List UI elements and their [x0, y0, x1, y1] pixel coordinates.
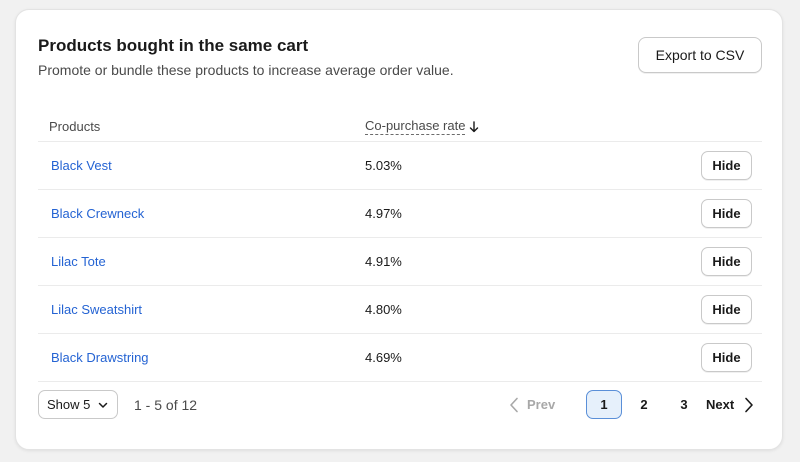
product-link[interactable]: Black Vest [51, 158, 112, 173]
table-footer: Show 5 1 - 5 of 12 Prev 1 2 3 Next [38, 390, 762, 422]
product-link[interactable]: Black Drawstring [51, 350, 149, 365]
co-purchase-rate: 5.03% [365, 158, 402, 173]
column-header-products: Products [49, 119, 101, 134]
arrow-down-icon [469, 120, 479, 133]
column-header-rate-sort[interactable]: Co-purchase rate [365, 118, 479, 135]
table-row: Lilac Sweatshirt 4.80% Hide [38, 286, 762, 334]
table-row: Lilac Tote 4.91% Hide [38, 238, 762, 286]
page-button-3[interactable]: 3 [680, 397, 688, 412]
table-row: Black Drawstring 4.69% Hide [38, 334, 762, 382]
next-page-button[interactable]: Next [706, 390, 754, 419]
hide-button[interactable]: Hide [701, 295, 752, 324]
rows-per-page-value: Show 5 [47, 397, 91, 412]
hide-button[interactable]: Hide [701, 151, 752, 180]
table-row: Black Crewneck 4.97% Hide [38, 190, 762, 238]
chevron-left-icon [509, 397, 519, 413]
products-table: Products Co-purchase rate Black Vest 5.0… [38, 110, 762, 382]
page-button-2[interactable]: 2 [640, 397, 648, 412]
hide-button[interactable]: Hide [701, 199, 752, 228]
card-title: Products bought in the same cart [38, 36, 309, 55]
table-row: Black Vest 5.03% Hide [38, 142, 762, 190]
next-page-label: Next [706, 397, 735, 412]
page-button-1[interactable]: 1 [586, 390, 622, 419]
product-link[interactable]: Lilac Tote [51, 254, 106, 269]
hide-button[interactable]: Hide [701, 247, 752, 276]
co-purchase-rate: 4.80% [365, 302, 402, 317]
prev-page-button[interactable]: Prev [509, 390, 555, 419]
pagination-range: 1 - 5 of 12 [134, 397, 198, 413]
prev-page-label: Prev [527, 397, 556, 412]
co-purchase-rate: 4.91% [365, 254, 402, 269]
co-purchase-rate: 4.69% [365, 350, 402, 365]
co-purchase-rate: 4.97% [365, 206, 402, 221]
rows-per-page-select[interactable]: Show 5 [38, 390, 118, 419]
hide-button[interactable]: Hide [701, 343, 752, 372]
product-link[interactable]: Black Crewneck [51, 206, 145, 221]
chevron-down-icon [98, 400, 108, 410]
card-subtitle: Promote or bundle these products to incr… [38, 62, 454, 78]
product-link[interactable]: Lilac Sweatshirt [51, 302, 143, 317]
table-header: Products Co-purchase rate [38, 110, 762, 142]
export-csv-button[interactable]: Export to CSV [638, 37, 762, 73]
co-purchase-card: Products bought in the same cart Promote… [15, 9, 783, 450]
chevron-right-icon [744, 397, 754, 413]
column-header-rate-label: Co-purchase rate [365, 118, 466, 135]
